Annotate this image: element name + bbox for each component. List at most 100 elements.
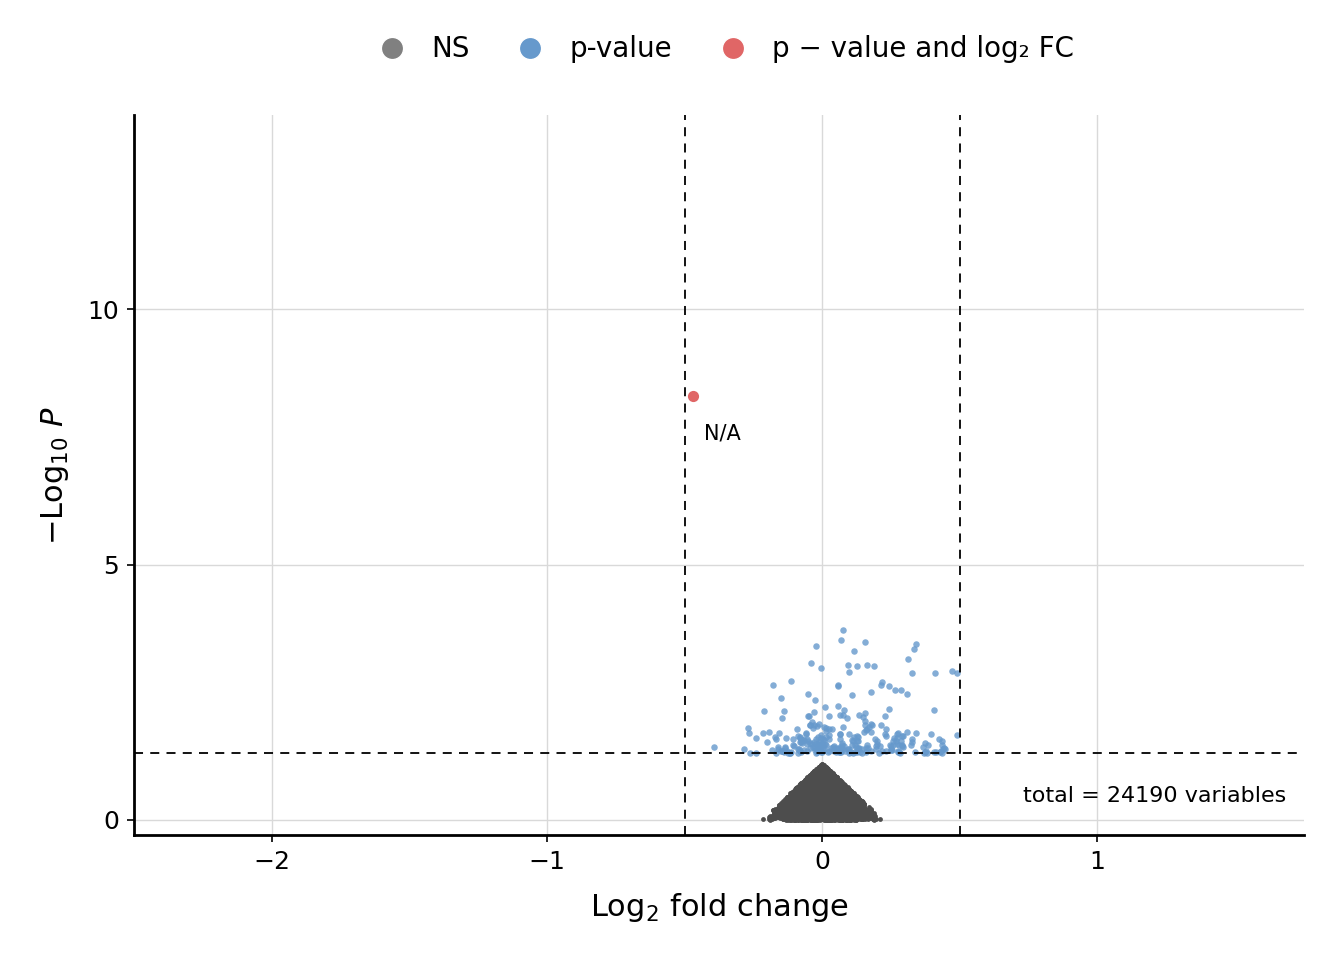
Point	[805, 788, 827, 804]
Point	[828, 780, 849, 796]
Point	[817, 774, 839, 789]
Point	[801, 776, 823, 791]
Point	[824, 790, 845, 805]
Point	[810, 762, 832, 778]
Point	[840, 745, 862, 760]
Point	[809, 760, 831, 776]
Point	[809, 795, 831, 810]
Point	[852, 804, 874, 820]
Point	[808, 773, 829, 788]
Point	[802, 794, 824, 809]
Point	[818, 770, 840, 785]
Point	[835, 780, 856, 796]
Point	[832, 779, 853, 794]
Point	[812, 798, 833, 813]
Point	[781, 809, 802, 825]
Point	[798, 773, 820, 788]
Point	[800, 809, 821, 825]
Point	[797, 792, 818, 807]
Point	[801, 806, 823, 822]
Point	[820, 780, 841, 796]
Point	[802, 810, 824, 826]
Point	[778, 806, 800, 822]
Point	[816, 794, 837, 809]
Point	[827, 786, 848, 802]
Point	[817, 811, 839, 827]
Point	[839, 798, 860, 813]
Point	[808, 762, 829, 778]
Point	[801, 772, 823, 787]
Point	[817, 781, 839, 797]
Point	[806, 798, 828, 813]
Point	[827, 770, 848, 785]
Point	[796, 780, 817, 795]
Point	[808, 783, 829, 799]
Point	[780, 811, 801, 827]
Point	[805, 778, 827, 793]
Point	[800, 784, 821, 800]
Point	[828, 791, 849, 806]
Point	[767, 808, 789, 824]
Point	[810, 769, 832, 784]
Point	[814, 794, 836, 809]
Point	[825, 773, 847, 788]
Point	[816, 789, 837, 804]
Point	[833, 808, 855, 824]
Point	[820, 811, 841, 827]
Point	[823, 787, 844, 803]
Point	[827, 795, 848, 810]
Point	[833, 811, 855, 827]
Point	[809, 765, 831, 780]
Point	[823, 812, 844, 828]
Point	[832, 799, 853, 814]
Point	[809, 795, 831, 810]
Point	[814, 782, 836, 798]
Point	[829, 798, 851, 813]
Point	[843, 791, 864, 806]
Point	[792, 787, 813, 803]
Point	[821, 804, 843, 820]
Point	[812, 784, 833, 800]
Point	[788, 804, 809, 820]
Point	[806, 807, 828, 823]
Point	[793, 778, 814, 793]
Point	[798, 772, 820, 787]
Point	[810, 808, 832, 824]
Point	[801, 804, 823, 819]
Point	[814, 811, 836, 827]
Point	[825, 774, 847, 789]
Point	[816, 766, 837, 781]
Point	[805, 786, 827, 802]
Point	[824, 796, 845, 811]
Point	[808, 796, 829, 811]
Point	[818, 784, 840, 800]
Point	[789, 779, 810, 794]
Point	[832, 783, 853, 799]
Point	[806, 799, 828, 814]
Point	[792, 776, 813, 791]
Point	[821, 777, 843, 792]
Point	[812, 762, 833, 778]
Point	[802, 768, 824, 783]
Point	[843, 796, 864, 811]
Point	[833, 799, 855, 814]
Point	[839, 788, 860, 804]
Point	[880, 739, 902, 755]
Point	[840, 805, 862, 821]
Point	[792, 780, 813, 796]
Point	[814, 760, 836, 776]
Point	[797, 771, 818, 786]
Point	[798, 798, 820, 813]
Point	[793, 780, 814, 796]
Point	[817, 793, 839, 808]
Point	[828, 784, 849, 800]
Point	[814, 776, 836, 791]
Point	[841, 810, 863, 826]
Point	[801, 804, 823, 819]
Point	[814, 804, 836, 819]
Point	[775, 795, 797, 810]
Point	[823, 775, 844, 790]
Point	[809, 761, 831, 777]
Point	[824, 781, 845, 797]
Point	[786, 804, 808, 820]
